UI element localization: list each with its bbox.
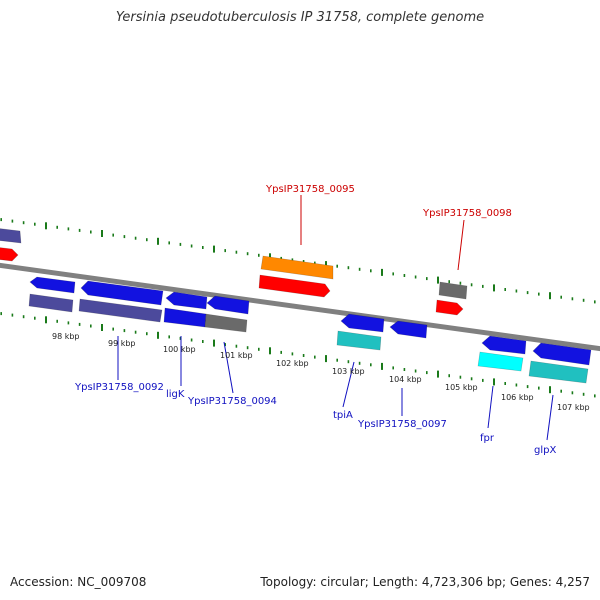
gene-labels: YpsIP31758_0095 YpsIP31758_0098 YpsIP317… <box>74 184 556 456</box>
gene-arrow-0095-cds[interactable] <box>258 274 331 298</box>
cds-fpr[interactable] <box>477 351 524 372</box>
gene-arrow-tpiA[interactable] <box>340 313 385 333</box>
leader-tpiA <box>342 361 355 408</box>
gene-arrow-0092[interactable] <box>80 280 164 306</box>
gene-label-0095[interactable]: YpsIP31758_0095 <box>265 184 355 195</box>
gene-arrow-0097[interactable] <box>389 320 428 339</box>
gene-label-ligK[interactable]: ligK <box>166 389 185 400</box>
gene-arrow-0095[interactable] <box>260 255 334 280</box>
kbp-label: 98 kbp <box>52 332 80 341</box>
kbp-label: 105 kbp <box>445 383 478 392</box>
kbp-label: 99 kbp <box>108 339 136 348</box>
page-title: Yersinia pseudotuberculosis IP 31758, co… <box>115 10 485 25</box>
leader-0098 <box>457 219 465 271</box>
kbp-label: 106 kbp <box>501 393 534 402</box>
leader-0094 <box>223 341 234 394</box>
genome-backbone <box>0 262 600 352</box>
lower-tick-track <box>0 312 596 398</box>
gene-arrow-0091[interactable] <box>29 276 76 294</box>
cds-0091[interactable] <box>28 293 74 313</box>
gene-label-0094[interactable]: YpsIP31758_0094 <box>187 396 277 407</box>
gene-label-0098[interactable]: YpsIP31758_0098 <box>422 208 512 219</box>
upper-tick-track <box>0 218 596 304</box>
genome-summary-text: Topology: circular; Length: 4,723,306 bp… <box>260 575 590 589</box>
cds-0092[interactable] <box>78 298 163 323</box>
gene-arrow-0091-fragment[interactable] <box>0 228 22 244</box>
gene-label-glpX[interactable]: glpX <box>534 445 556 456</box>
gene-arrow-ligK[interactable] <box>165 291 208 310</box>
gene-arrow-0098-cds[interactable] <box>435 299 464 316</box>
kbp-label: 103 kbp <box>332 367 365 376</box>
gene-label-0092[interactable]: YpsIP31758_0092 <box>74 382 164 393</box>
cds-ligK[interactable] <box>163 307 207 328</box>
gene-label-0097[interactable]: YpsIP31758_0097 <box>357 419 447 430</box>
kbp-label: 104 kbp <box>389 375 422 384</box>
gene-label-fpr[interactable]: fpr <box>480 433 495 444</box>
kbp-label: 100 kbp <box>163 345 196 354</box>
cds-glpX[interactable] <box>528 360 589 384</box>
kbp-label: 101 kbp <box>220 351 253 360</box>
gene-arrow-fpr[interactable] <box>481 335 527 355</box>
kbp-label: 107 kbp <box>557 403 590 412</box>
leader-glpX <box>546 394 554 441</box>
cds-0094[interactable] <box>204 313 248 333</box>
accession-text: Accession: NC_009708 <box>10 575 147 589</box>
gene-arrow-left-red[interactable] <box>0 247 19 262</box>
kbp-label: 102 kbp <box>276 359 309 368</box>
gene-arrow-0094[interactable] <box>206 295 250 315</box>
leader-fpr <box>487 385 494 429</box>
gene-arrow-0098[interactable] <box>438 281 468 300</box>
gene-arrow-glpX[interactable] <box>532 342 592 366</box>
kbp-labels: 98 kbp 99 kbp 100 kbp 101 kbp 102 kbp 10… <box>52 332 590 412</box>
cds-tpiA[interactable] <box>336 330 382 351</box>
gene-label-tpiA[interactable]: tpiA <box>333 410 353 421</box>
